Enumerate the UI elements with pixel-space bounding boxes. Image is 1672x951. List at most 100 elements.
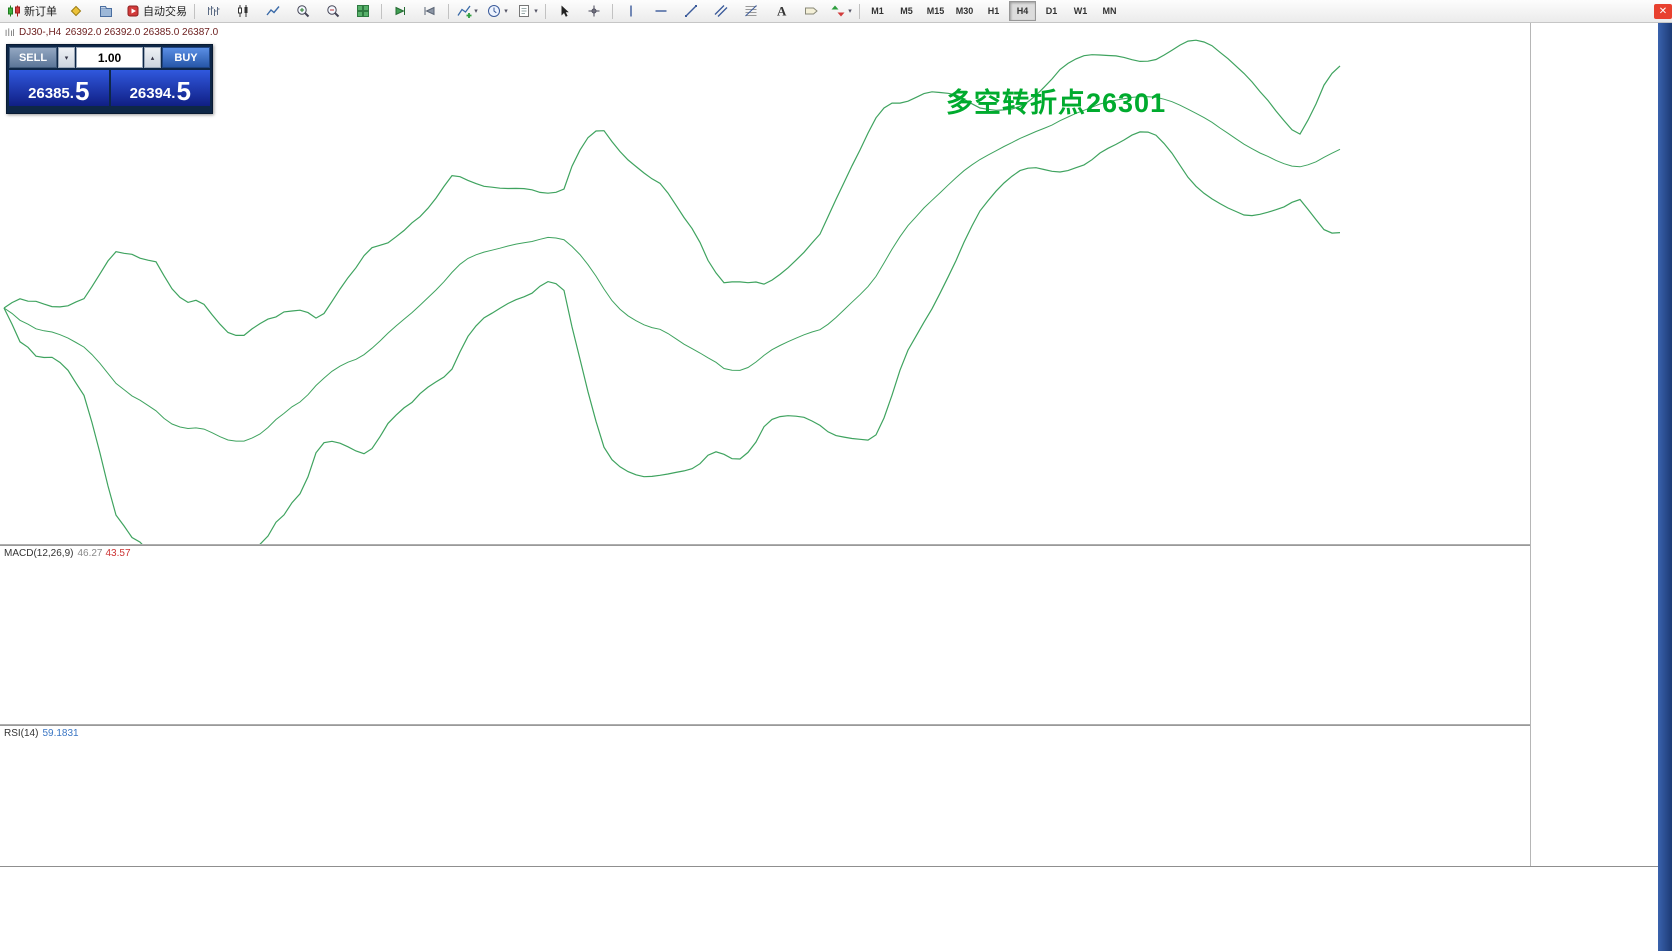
timeframe-mn[interactable]: MN xyxy=(1102,6,1117,16)
candles-icon xyxy=(238,5,248,17)
toolbar-candlestick-mode[interactable] xyxy=(228,0,258,22)
indicator-plus-icon xyxy=(457,5,472,18)
chevron-down-icon: ▾ xyxy=(474,8,478,15)
macd-indicator-label: MACD(12,26,9) 46.27 43.57 xyxy=(4,548,131,559)
zoom-out-icon xyxy=(327,5,340,18)
chart-symbol-header: DJ30-,H4 26392.0 26392.0 26385.0 26387.0 xyxy=(4,27,218,38)
macd-signal-value: 43.57 xyxy=(105,548,131,559)
chart-area[interactable]: DJ30-,H4 26392.0 26392.0 26385.0 26387.0… xyxy=(0,22,1672,951)
timeframe-m30[interactable]: M30 xyxy=(955,6,974,16)
timeframe-m5[interactable]: M5 xyxy=(900,6,913,16)
fibo-icon xyxy=(745,5,757,17)
toolbar-auto-scroll[interactable] xyxy=(385,0,415,22)
toolbar-fibonacci[interactable] xyxy=(736,0,766,22)
toolbar: 新订单 自动交易 ▾ ▾ ▾ A ▾ M1 M5 M15 M30 H1 H4 D1 W1 MN ✕ xyxy=(0,0,1672,23)
bars-icon xyxy=(208,6,220,16)
main-chart[interactable] xyxy=(0,22,1530,544)
timeframe-d1[interactable]: D1 xyxy=(1045,6,1058,16)
toolbar-tile-windows[interactable] xyxy=(348,0,378,22)
volume-stepper-up-icon[interactable]: ▴ xyxy=(144,47,161,68)
toolbar-bar-chart-mode[interactable] xyxy=(198,0,228,22)
grid-icon xyxy=(357,5,369,17)
template-icon xyxy=(519,5,530,17)
toolbar-text[interactable]: A xyxy=(766,0,796,22)
timeframe-m1[interactable]: M1 xyxy=(871,6,884,16)
rsi-value: 59.1831 xyxy=(42,728,79,739)
toolbar-trendline[interactable] xyxy=(676,0,706,22)
toolbar-zoom-in[interactable] xyxy=(288,0,318,22)
toolbar-equidistant-channel[interactable] xyxy=(706,0,736,22)
panel-splitter[interactable] xyxy=(0,724,1658,726)
toolbar-templates[interactable]: ▾ xyxy=(512,0,542,22)
timeframe-m15[interactable]: M15 xyxy=(926,6,945,16)
chevron-down-icon: ▾ xyxy=(504,8,508,15)
arrows-icon xyxy=(831,5,845,17)
toolbar-arrows[interactable]: ▾ xyxy=(826,0,856,22)
chart-annotation-text: 多空转折点26301 xyxy=(946,88,1167,118)
zoom-in-icon xyxy=(297,5,310,18)
macd-name: MACD(12,26,9) xyxy=(4,548,74,559)
timeframe-w1[interactable]: W1 xyxy=(1073,6,1088,16)
label-icon xyxy=(805,7,818,15)
toolbar-vertical-line[interactable] xyxy=(616,0,646,22)
macd-value: 46.27 xyxy=(77,548,103,559)
rsi-panel[interactable] xyxy=(0,726,1530,866)
toolbar-button-label: 新订单 xyxy=(24,6,57,18)
toolbar-new-order[interactable]: 新订单 xyxy=(2,0,61,22)
toolbar-periods[interactable]: ▾ xyxy=(482,0,512,22)
svg-text:A: A xyxy=(777,4,787,19)
toolbar-separator xyxy=(448,3,449,19)
channel-icon xyxy=(714,5,728,17)
ohlc-values: 26392.0 26392.0 26385.0 26387.0 xyxy=(65,27,219,38)
toolbar-separator xyxy=(381,3,382,19)
one-click-trading-panel: SELL ▾ ▴ BUY 26385.5 26394.5 xyxy=(6,44,213,114)
toolbar-crosshair[interactable] xyxy=(579,0,609,22)
autotrade-icon xyxy=(127,5,139,17)
volume-input[interactable] xyxy=(76,47,143,68)
toolbar-separator xyxy=(859,3,860,19)
toolbar-cursor[interactable] xyxy=(549,0,579,22)
time-axis xyxy=(0,871,1530,885)
volume-dropdown-icon[interactable]: ▾ xyxy=(58,47,75,68)
diamond-icon xyxy=(70,5,82,17)
price-axis-divider xyxy=(1530,22,1531,866)
cursor-icon xyxy=(561,5,569,17)
toolbar-auto-trading[interactable]: 自动交易 xyxy=(121,0,191,22)
toolbar-separator xyxy=(612,3,613,19)
rsi-name: RSI(14) xyxy=(4,728,39,739)
shift-icon xyxy=(424,6,435,16)
close-button[interactable]: ✕ xyxy=(1654,3,1672,19)
chevron-down-icon: ▾ xyxy=(848,8,852,15)
toolbar-horizontal-line[interactable] xyxy=(646,0,676,22)
toolbar-line-chart-mode[interactable] xyxy=(258,0,288,22)
line-icon xyxy=(266,6,280,16)
sell-price[interactable]: 26385. 5 xyxy=(9,70,109,106)
macd-panel[interactable] xyxy=(0,546,1530,724)
trendline-icon xyxy=(685,5,697,17)
chart-icon xyxy=(5,28,14,36)
clock-icon xyxy=(488,5,501,17)
autoscroll-icon xyxy=(395,6,405,16)
text-icon: A xyxy=(777,4,787,19)
time-axis-line xyxy=(0,866,1658,867)
sell-price-main: 26385. xyxy=(28,85,74,102)
toolbar-chart-shift[interactable] xyxy=(415,0,445,22)
toolbar-profiles[interactable] xyxy=(91,0,121,22)
toolbar-text-label[interactable] xyxy=(796,0,826,22)
timeframe-h1[interactable]: H1 xyxy=(987,6,1000,16)
toolbar-metaeditor[interactable] xyxy=(61,0,91,22)
timeframe-h4[interactable]: H4 xyxy=(1009,1,1036,21)
toolbar-separator xyxy=(545,3,546,19)
toolbar-separator xyxy=(194,3,195,19)
sell-button[interactable]: SELL xyxy=(9,47,57,68)
hline-icon xyxy=(655,10,667,12)
panel-splitter[interactable] xyxy=(0,544,1658,546)
toolbar-button-label: 自动交易 xyxy=(143,6,187,18)
buy-price[interactable]: 26394. 5 xyxy=(110,70,210,106)
crosshair-icon xyxy=(588,5,600,17)
sell-price-pips: 5 xyxy=(74,76,90,106)
toolbar-indicators[interactable]: ▾ xyxy=(452,0,482,22)
buy-button[interactable]: BUY xyxy=(162,47,210,68)
toolbar-zoom-out[interactable] xyxy=(318,0,348,22)
buy-price-pips: 5 xyxy=(176,76,191,106)
